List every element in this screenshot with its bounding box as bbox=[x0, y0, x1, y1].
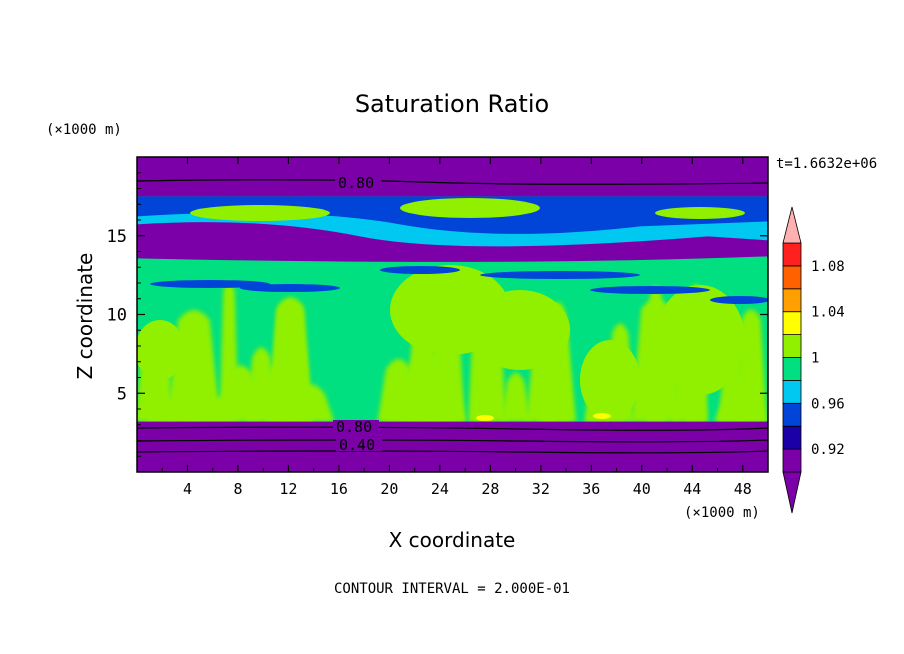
colorbar-segment bbox=[782, 334, 802, 358]
supersaturated-spot bbox=[476, 415, 494, 421]
cloud-cell bbox=[580, 340, 640, 420]
supersaturated-spot bbox=[593, 413, 611, 419]
colorbar-tick-label: 0.92 bbox=[811, 442, 845, 458]
colorbar-segment bbox=[782, 242, 802, 267]
y-tick-label: 5 bbox=[117, 384, 127, 404]
colorbar-segment bbox=[782, 379, 802, 404]
x-tick-label: 8 bbox=[233, 480, 242, 498]
contour-line-upper bbox=[136, 179, 769, 185]
colorbar-segment bbox=[782, 288, 802, 313]
contour-line-lower-2 bbox=[136, 439, 769, 443]
colorbar: 0.92 0.96 1 1.04 1.08 bbox=[782, 206, 845, 514]
colorbar-segment bbox=[782, 402, 802, 427]
cloud-cell bbox=[655, 285, 745, 395]
chart-title: Saturation Ratio bbox=[355, 90, 549, 118]
x-tick-label: 40 bbox=[633, 480, 651, 498]
contour-lines bbox=[136, 179, 769, 454]
colorbar-segment bbox=[782, 448, 802, 473]
cloud-cell bbox=[137, 320, 185, 380]
footer-contour-interval: CONTOUR INTERVAL = 2.000E-01 bbox=[334, 581, 570, 597]
colorbar-tick-label: 1.04 bbox=[811, 305, 845, 321]
top-dry-layer bbox=[137, 157, 768, 197]
y-tick-label: 15 bbox=[107, 227, 127, 247]
dry-streak bbox=[590, 286, 710, 294]
plume-region bbox=[500, 372, 531, 422]
colorbar-segment bbox=[782, 357, 802, 381]
x-tick-label: 44 bbox=[683, 480, 701, 498]
cloud-cell bbox=[190, 205, 330, 221]
plot-area bbox=[137, 157, 768, 472]
plume-region bbox=[424, 376, 443, 422]
field-regions bbox=[137, 157, 768, 472]
y-tick-label: 10 bbox=[107, 306, 127, 326]
y-axis-ticks: 5 10 15 bbox=[107, 172, 768, 457]
dry-streak bbox=[480, 271, 640, 279]
x-tick-label: 20 bbox=[380, 480, 398, 498]
cloud-cell bbox=[655, 207, 745, 219]
contour-label-lower-2: 0.40 bbox=[339, 436, 375, 454]
x-tick-label: 32 bbox=[532, 480, 550, 498]
y-axis-label: Z coordinate bbox=[73, 253, 97, 380]
x-tick-label: 24 bbox=[431, 480, 449, 498]
plume-region bbox=[219, 281, 239, 422]
x-tick-label: 28 bbox=[481, 480, 499, 498]
colorbar-tick-label: 0.96 bbox=[811, 396, 845, 412]
colorbar-min-arrow bbox=[782, 471, 802, 514]
contour-line-lower-3 bbox=[136, 450, 769, 454]
x-tick-label: 4 bbox=[183, 480, 192, 498]
dry-tongue bbox=[137, 222, 768, 262]
x-tick-label: 16 bbox=[330, 480, 348, 498]
plume-region bbox=[188, 345, 202, 422]
contour-label-bg bbox=[336, 437, 382, 451]
x-units-label: (×1000 m) bbox=[684, 505, 760, 521]
cloud-cell bbox=[470, 290, 570, 370]
colorbar-tick-label: 1.08 bbox=[811, 259, 845, 275]
cloud-cell bbox=[400, 198, 540, 218]
contour-label-lower-1: 0.80 bbox=[336, 418, 372, 436]
x-axis-label: X coordinate bbox=[389, 528, 516, 552]
x-tick-label: 48 bbox=[734, 480, 752, 498]
contour-line-lower-1 bbox=[136, 426, 769, 431]
plume-region bbox=[288, 384, 335, 422]
colorbar-segment bbox=[782, 425, 802, 450]
plume-region bbox=[714, 384, 767, 422]
colorbar-segment bbox=[782, 265, 802, 290]
contour-label-bg bbox=[335, 173, 381, 189]
dry-streak bbox=[150, 280, 270, 288]
x-tick-label: 12 bbox=[279, 480, 297, 498]
boundary-dry-layer bbox=[137, 421, 768, 472]
dry-streak bbox=[380, 266, 460, 274]
plume-region bbox=[274, 376, 300, 422]
colorbar-segment bbox=[782, 311, 802, 336]
y-units-label: (×1000 m) bbox=[46, 122, 122, 138]
colorbar-max-arrow bbox=[782, 206, 802, 244]
dry-streak bbox=[240, 284, 340, 292]
time-label: t=1.6632e+06 bbox=[776, 156, 877, 172]
contour-label-upper: 0.80 bbox=[338, 174, 374, 192]
dry-streak bbox=[710, 296, 768, 304]
contour-label-bg bbox=[333, 420, 379, 434]
x-axis-ticks: 4 8 12 16 20 24 28 32 36 40 44 48 bbox=[161, 157, 752, 498]
colorbar-tick-label: 1 bbox=[811, 351, 819, 367]
x-tick-label: 36 bbox=[582, 480, 600, 498]
